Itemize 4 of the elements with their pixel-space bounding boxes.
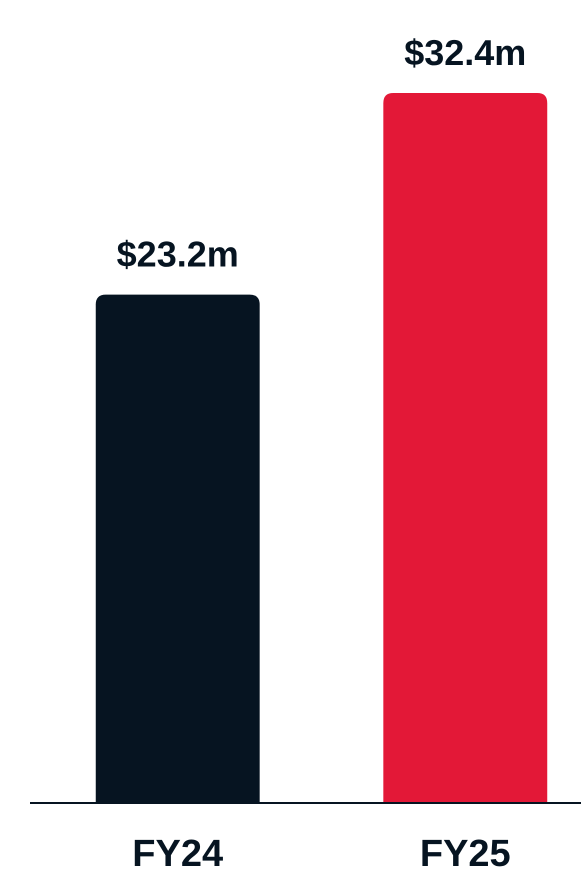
data-label: $32.4m <box>404 32 526 73</box>
data-label: $23.2m <box>116 234 239 275</box>
x-tick-label: FY24 <box>132 833 224 873</box>
x-tick-label: FY25 <box>420 833 511 873</box>
